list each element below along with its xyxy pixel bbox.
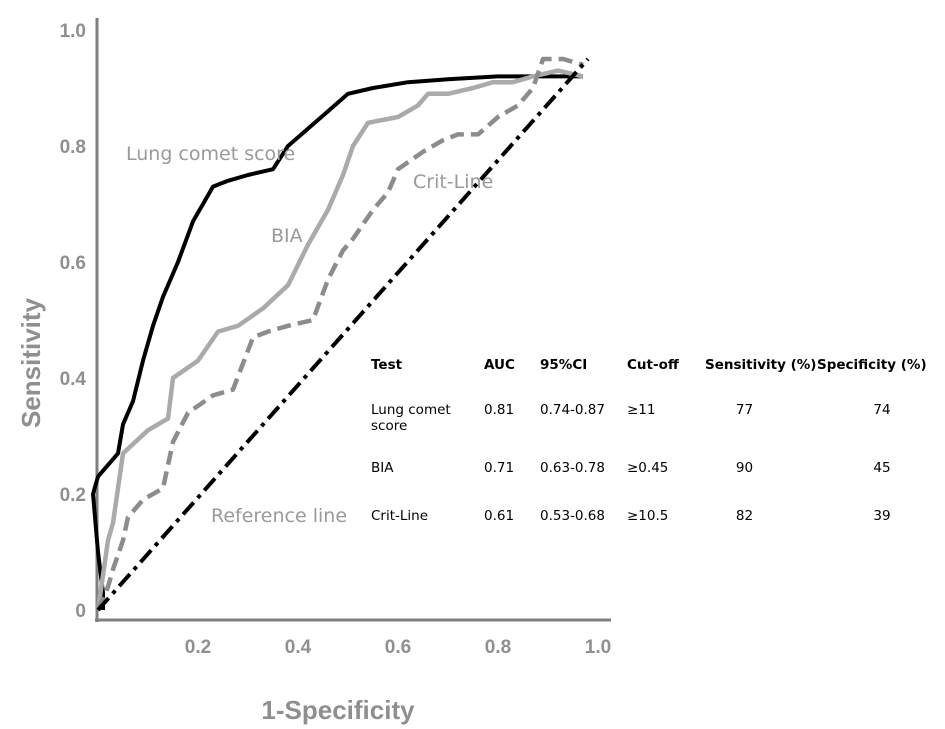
cell-cutoff: ≥11 (627, 402, 656, 418)
y-tick-label: 0.8 (60, 137, 86, 158)
table-row: BIA 0.71 0.63-0.78 ≥0.45 90 45 (371, 460, 937, 508)
cell-sensitivity-value: 90 (735, 460, 754, 476)
cell-test: Crit-Line (371, 508, 429, 524)
table-header-row: Test AUC 95%CI Cut-off Sensitivity (%) S… (371, 352, 937, 378)
cell-ci: 0.74-0.87 (540, 402, 605, 418)
series-lung-comet-score (91, 74, 583, 610)
label-lung-comet-score: Lung comet score (126, 143, 295, 165)
table-row: Crit-Line 0.61 0.53-0.68 ≥10.5 82 39 (371, 508, 937, 538)
roc-stats-table: Test AUC 95%CI Cut-off Sensitivity (%) S… (371, 352, 937, 538)
series-reference-line (96, 57, 590, 612)
cell-sensitivity: 77 (705, 378, 817, 460)
y-tick-label: 0.4 (60, 369, 87, 390)
cell-test: BIA (371, 460, 394, 476)
cell-specificity-value: 45 (873, 460, 891, 476)
series-crit-line (95, 56, 584, 611)
cell-specificity: 74 (817, 378, 937, 460)
label-bia: BIA (271, 225, 303, 247)
x-tick-label: 0.2 (185, 637, 211, 658)
header-specificity: Specificity (%) (817, 357, 927, 373)
label-crit-line: Crit-Line (413, 171, 493, 193)
header-ci: 95%CI (540, 357, 588, 373)
cell-test: Lung comet score (371, 378, 484, 460)
header-auc: AUC (484, 357, 515, 373)
y-tick-label: 0 (75, 601, 86, 622)
tick-labels: 0.2 0.4 0.6 0.8 1.0 0 0.2 0.4 0.6 0.8 1.0 (60, 21, 612, 658)
cell-sensitivity: 82 (705, 508, 817, 538)
cell-auc: 0.81 (484, 402, 515, 418)
x-tick-label: 0.8 (485, 637, 511, 658)
y-axis-title: Sensitivity (16, 297, 46, 428)
label-reference-line: Reference line (211, 505, 347, 527)
cell-specificity-value: 39 (873, 508, 891, 524)
y-tick-label: 1.0 (60, 21, 86, 42)
x-tick-label: 1.0 (585, 637, 611, 658)
x-tick-label: 0.6 (385, 637, 411, 658)
header-cutoff: Cut-off (627, 357, 679, 373)
x-axis-title: 1-Specificity (261, 695, 415, 725)
table-row: Lung comet score 0.81 0.74-0.87 ≥11 77 7… (371, 378, 937, 460)
y-tick-label: 0.6 (60, 253, 86, 274)
y-tick-label: 0.2 (60, 485, 86, 506)
header-sensitivity: Sensitivity (%) (705, 357, 817, 373)
cell-test-text: Lung comet score (371, 402, 451, 434)
cell-cutoff: ≥0.45 (627, 460, 669, 476)
x-tick-label: 0.4 (285, 637, 312, 658)
cell-specificity: 45 (817, 460, 937, 508)
cell-sensitivity-value: 82 (735, 508, 754, 524)
header-test: Test (371, 357, 403, 373)
cell-auc: 0.71 (484, 460, 515, 476)
cell-cutoff: ≥10.5 (627, 508, 669, 524)
cell-sensitivity-value: 77 (735, 402, 754, 418)
cell-ci: 0.63-0.78 (540, 460, 605, 476)
series-layer (91, 56, 590, 612)
cell-specificity-value: 74 (873, 402, 891, 418)
cell-specificity: 39 (817, 508, 937, 538)
cell-sensitivity: 90 (705, 460, 817, 508)
cell-auc: 0.61 (484, 508, 515, 524)
cell-ci: 0.53-0.68 (540, 508, 605, 524)
series-bia (95, 68, 584, 611)
